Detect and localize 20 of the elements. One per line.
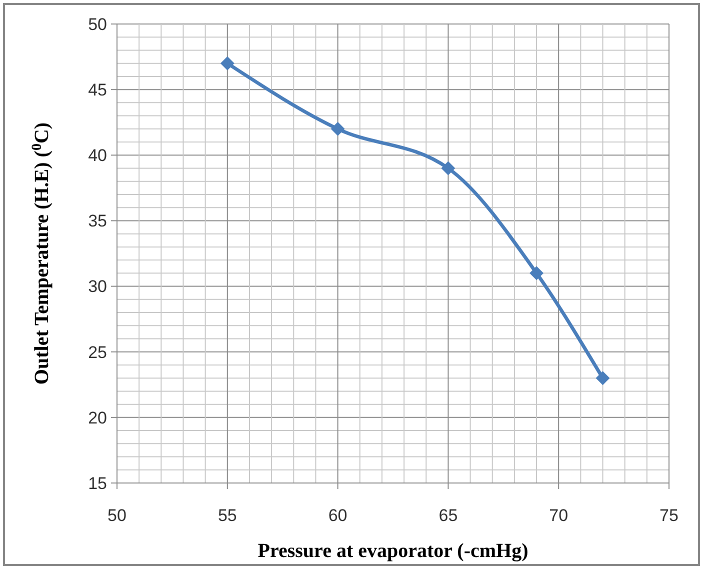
y-tick-label: 50 bbox=[88, 14, 107, 34]
y-tick-label: 20 bbox=[88, 408, 107, 428]
point bbox=[220, 56, 234, 70]
point bbox=[530, 266, 544, 280]
x-axis-title: Pressure at evaporator (-cmHg) bbox=[258, 540, 528, 562]
y-tick-label: 35 bbox=[88, 212, 107, 231]
point bbox=[330, 122, 345, 136]
point bbox=[596, 371, 610, 386]
x-tick-label: 70 bbox=[549, 506, 568, 525]
x-tick-label: 60 bbox=[328, 506, 348, 525]
x-tick-label: 50 bbox=[108, 506, 126, 525]
x-tick-label: 55 bbox=[218, 506, 237, 525]
y-tick-label: 45 bbox=[88, 80, 107, 100]
y-tick-label: 40 bbox=[88, 146, 107, 166]
y-tick-label: 15 bbox=[88, 474, 107, 493]
y-tick-label: 30 bbox=[88, 277, 107, 296]
x-tick-label: 65 bbox=[438, 506, 458, 525]
y-tick-label: 25 bbox=[88, 342, 107, 362]
point bbox=[441, 161, 456, 176]
x-tick-label: 75 bbox=[660, 506, 678, 525]
